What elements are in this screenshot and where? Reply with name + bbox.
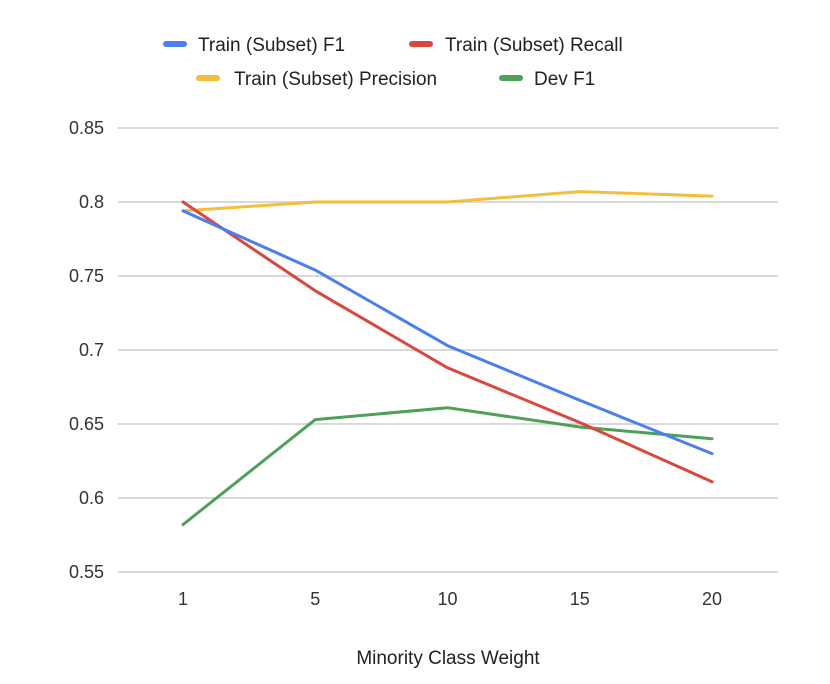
x-tick-label: 15 (570, 589, 590, 609)
x-axis-ticks: 1 5 10 15 20 (178, 589, 722, 609)
legend-item-train-recall[interactable]: Train (Subset) Recall (409, 35, 623, 56)
x-tick-label: 10 (437, 589, 457, 609)
legend-swatch-train-precision (196, 75, 220, 81)
legend-label-train-recall: Train (Subset) Recall (445, 35, 623, 56)
series-line-dev-f1 (181, 406, 714, 527)
x-tick-label: 5 (310, 589, 320, 609)
legend-item-train-precision[interactable]: Train (Subset) Precision (196, 69, 437, 90)
x-axis-title: Minority Class Weight (356, 648, 540, 669)
legend-label-dev-f1: Dev F1 (534, 69, 595, 90)
y-tick-label: 0.75 (69, 266, 104, 286)
x-tick-label: 20 (702, 589, 722, 609)
y-tick-label: 0.65 (69, 414, 104, 434)
legend: Train (Subset) F1 Train (Subset) Recall … (163, 35, 623, 90)
series-line-train-subset-recall (181, 200, 714, 484)
legend-swatch-train-f1 (163, 41, 187, 47)
y-tick-label: 0.55 (69, 562, 104, 582)
legend-label-train-precision: Train (Subset) Precision (234, 69, 437, 90)
y-axis-ticks: 0.55 0.6 0.65 0.7 0.75 0.8 0.85 (69, 118, 104, 582)
legend-item-train-f1[interactable]: Train (Subset) F1 (163, 35, 345, 56)
series-lines (181, 190, 714, 527)
series-line-train-subset-precision (181, 190, 714, 213)
y-tick-label: 0.7 (79, 340, 104, 360)
x-tick-label: 1 (178, 589, 188, 609)
y-tick-label: 0.85 (69, 118, 104, 138)
y-tick-label: 0.8 (79, 192, 104, 212)
y-tick-label: 0.6 (79, 488, 104, 508)
legend-label-train-f1: Train (Subset) F1 (198, 35, 345, 56)
legend-swatch-train-recall (409, 41, 433, 47)
legend-swatch-dev-f1 (499, 75, 523, 81)
legend-item-dev-f1[interactable]: Dev F1 (499, 69, 595, 90)
series-line-train-subset-f1 (181, 209, 714, 456)
